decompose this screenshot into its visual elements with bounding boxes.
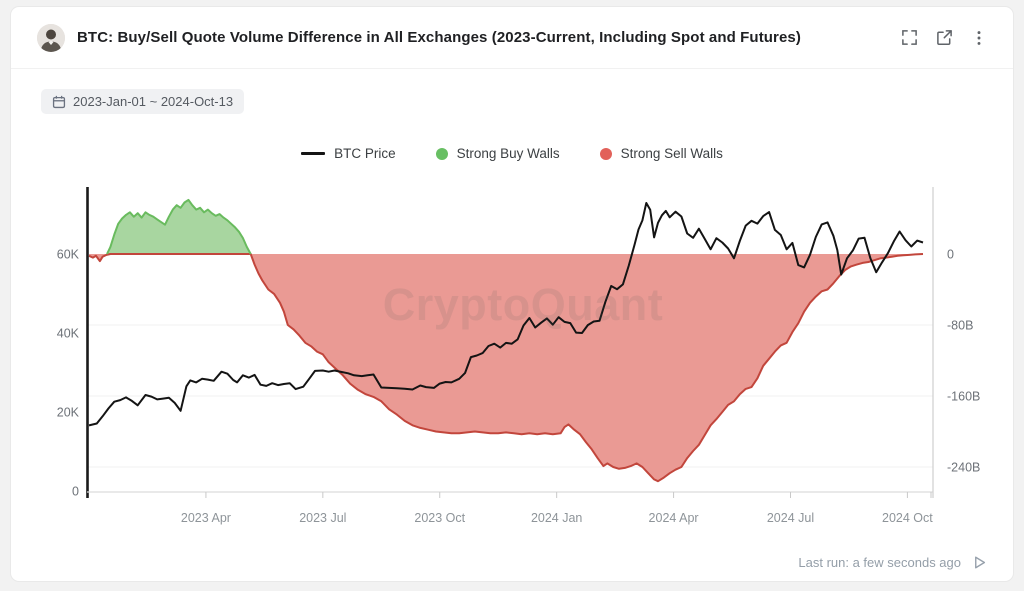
btc-price-line-marker: [301, 152, 326, 155]
avatar[interactable]: [37, 23, 65, 52]
fullscreen-icon[interactable]: [899, 28, 919, 48]
sell-walls-dot-marker: [599, 147, 612, 160]
left-axis-tick-label: 40K: [57, 327, 80, 341]
card-header: BTC: Buy/Sell Quote Volume Difference in…: [11, 7, 1013, 69]
legend-item-strong-sell-walls[interactable]: Strong Sell Walls: [599, 146, 723, 161]
x-tick-label: 2024 Apr: [649, 511, 699, 525]
sell-walls-line: [88, 253, 924, 483]
left-axis-tick-label: 0: [72, 485, 79, 499]
left-axis-tick-label: 60K: [57, 248, 80, 262]
legend-item-strong-buy-walls[interactable]: Strong Buy Walls: [435, 146, 560, 161]
x-tick-label: 2023 Jul: [299, 511, 346, 525]
open-in-new-icon[interactable]: [934, 28, 954, 48]
x-tick-label: 2024 Oct: [882, 511, 933, 525]
x-tick-label: 2023 Oct: [414, 511, 465, 525]
chart-widget-card: BTC: Buy/Sell Quote Volume Difference in…: [10, 6, 1014, 582]
x-tick-label: 2023 Apr: [181, 511, 231, 525]
right-axis-tick-label: -240B: [947, 461, 980, 475]
card-footer: Last run: a few seconds ago: [798, 555, 987, 570]
buy-walls-area: [89, 199, 923, 254]
right-axis-tick-label: -80B: [947, 319, 973, 333]
right-axis-tick-label: -160B: [947, 390, 980, 404]
kebab-menu-icon[interactable]: [969, 28, 989, 48]
legend-item-btc-price[interactable]: BTC Price: [301, 146, 396, 161]
right-axis-tick-label: 0: [947, 248, 954, 262]
buy-sell-walls-chart[interactable]: 2023 Apr 2023 Jul 2023 Oct 2024 Jan 2024 Apr…: [11, 7, 1015, 583]
legend-label: BTC Price: [334, 146, 396, 161]
left-axis-tick-label: 20K: [57, 406, 80, 420]
buy-walls-line: [106, 198, 252, 255]
last-run-status: Last run: a few seconds ago: [798, 555, 961, 570]
btc-price-line: [88, 202, 924, 427]
date-range-chip[interactable]: 2023-Jan-01 ~ 2024-Oct-13: [41, 89, 245, 114]
buy-walls-dot-marker: [435, 147, 448, 160]
run-play-icon[interactable]: [972, 555, 987, 570]
date-range-label: 2023-Jan-01 ~ 2024-Oct-13: [73, 94, 234, 109]
sell-walls-area: [89, 254, 923, 482]
chart-title: BTC: Buy/Sell Quote Volume Difference in…: [77, 29, 801, 46]
chart-legend: BTC Price Strong Buy Walls Strong Sell W…: [11, 146, 1013, 161]
header-actions: [899, 28, 989, 48]
person-photo: [37, 23, 65, 52]
calendar-icon: [52, 95, 66, 108]
legend-label: Strong Buy Walls: [456, 146, 560, 161]
legend-label: Strong Sell Walls: [620, 146, 723, 161]
x-tick-label: 2024 Jul: [767, 511, 814, 525]
x-tick-label: 2024 Jan: [531, 511, 582, 525]
